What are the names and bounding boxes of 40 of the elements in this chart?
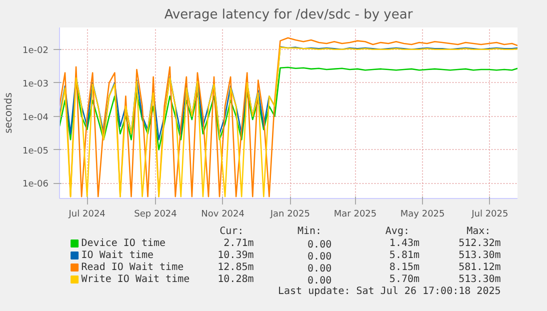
text: 12.85m	[218, 262, 254, 273]
text: 0.00	[308, 276, 332, 286]
text: 10.39m	[218, 250, 254, 261]
text: 513.30m	[458, 274, 501, 285]
text: Cur:	[220, 226, 244, 237]
x-tick-label: Mar 2025	[334, 210, 377, 220]
x-tick-label: May 2025	[400, 210, 445, 220]
text: Avg:	[385, 226, 410, 237]
x-tick-label: Jul 2024	[68, 210, 106, 220]
legend-label: Device IO time	[81, 238, 166, 249]
text: 10.28m	[218, 274, 254, 285]
text: 581.12m	[458, 262, 501, 273]
text: 0.00	[308, 240, 332, 250]
y-tick-label: 1e-03	[22, 79, 49, 90]
legend-label: IO Wait time	[81, 250, 154, 261]
x-tick-label: Jul 2025	[470, 210, 508, 220]
y-axis-title: seconds	[4, 92, 15, 134]
x-tick-label: Jan 2025	[269, 210, 310, 220]
text: 5.81m	[389, 250, 420, 261]
legend-label: Write IO Wait time	[81, 274, 190, 285]
text: 8.15m	[389, 262, 420, 273]
line-series	[60, 66, 518, 150]
text: Min:	[297, 226, 322, 237]
y-tick-label: 1e-05	[22, 146, 49, 156]
legend-label: Read IO Wait time	[81, 262, 184, 273]
y-tick-label: 1e-06	[22, 180, 49, 190]
text: 1.43m	[389, 238, 420, 249]
text: 0.00	[308, 252, 332, 262]
text: Last update: Sat Jul 26 17:00:18 2025	[278, 286, 501, 297]
y-tick-label: 1e-02	[22, 46, 49, 56]
text: Max:	[466, 226, 491, 237]
text: 512.32m	[458, 238, 501, 249]
text: 5.70m	[389, 274, 420, 285]
x-tick-label: Sep 2024	[134, 210, 178, 220]
x-tick-label: Nov 2024	[201, 210, 245, 220]
chart-title: Average latency for /dev/sdc - by year	[164, 8, 414, 22]
text: 0.00	[308, 264, 332, 274]
text: 513.30m	[458, 250, 501, 261]
text: 2.71m	[224, 238, 254, 249]
y-tick-label: 1e-04	[22, 112, 49, 123]
